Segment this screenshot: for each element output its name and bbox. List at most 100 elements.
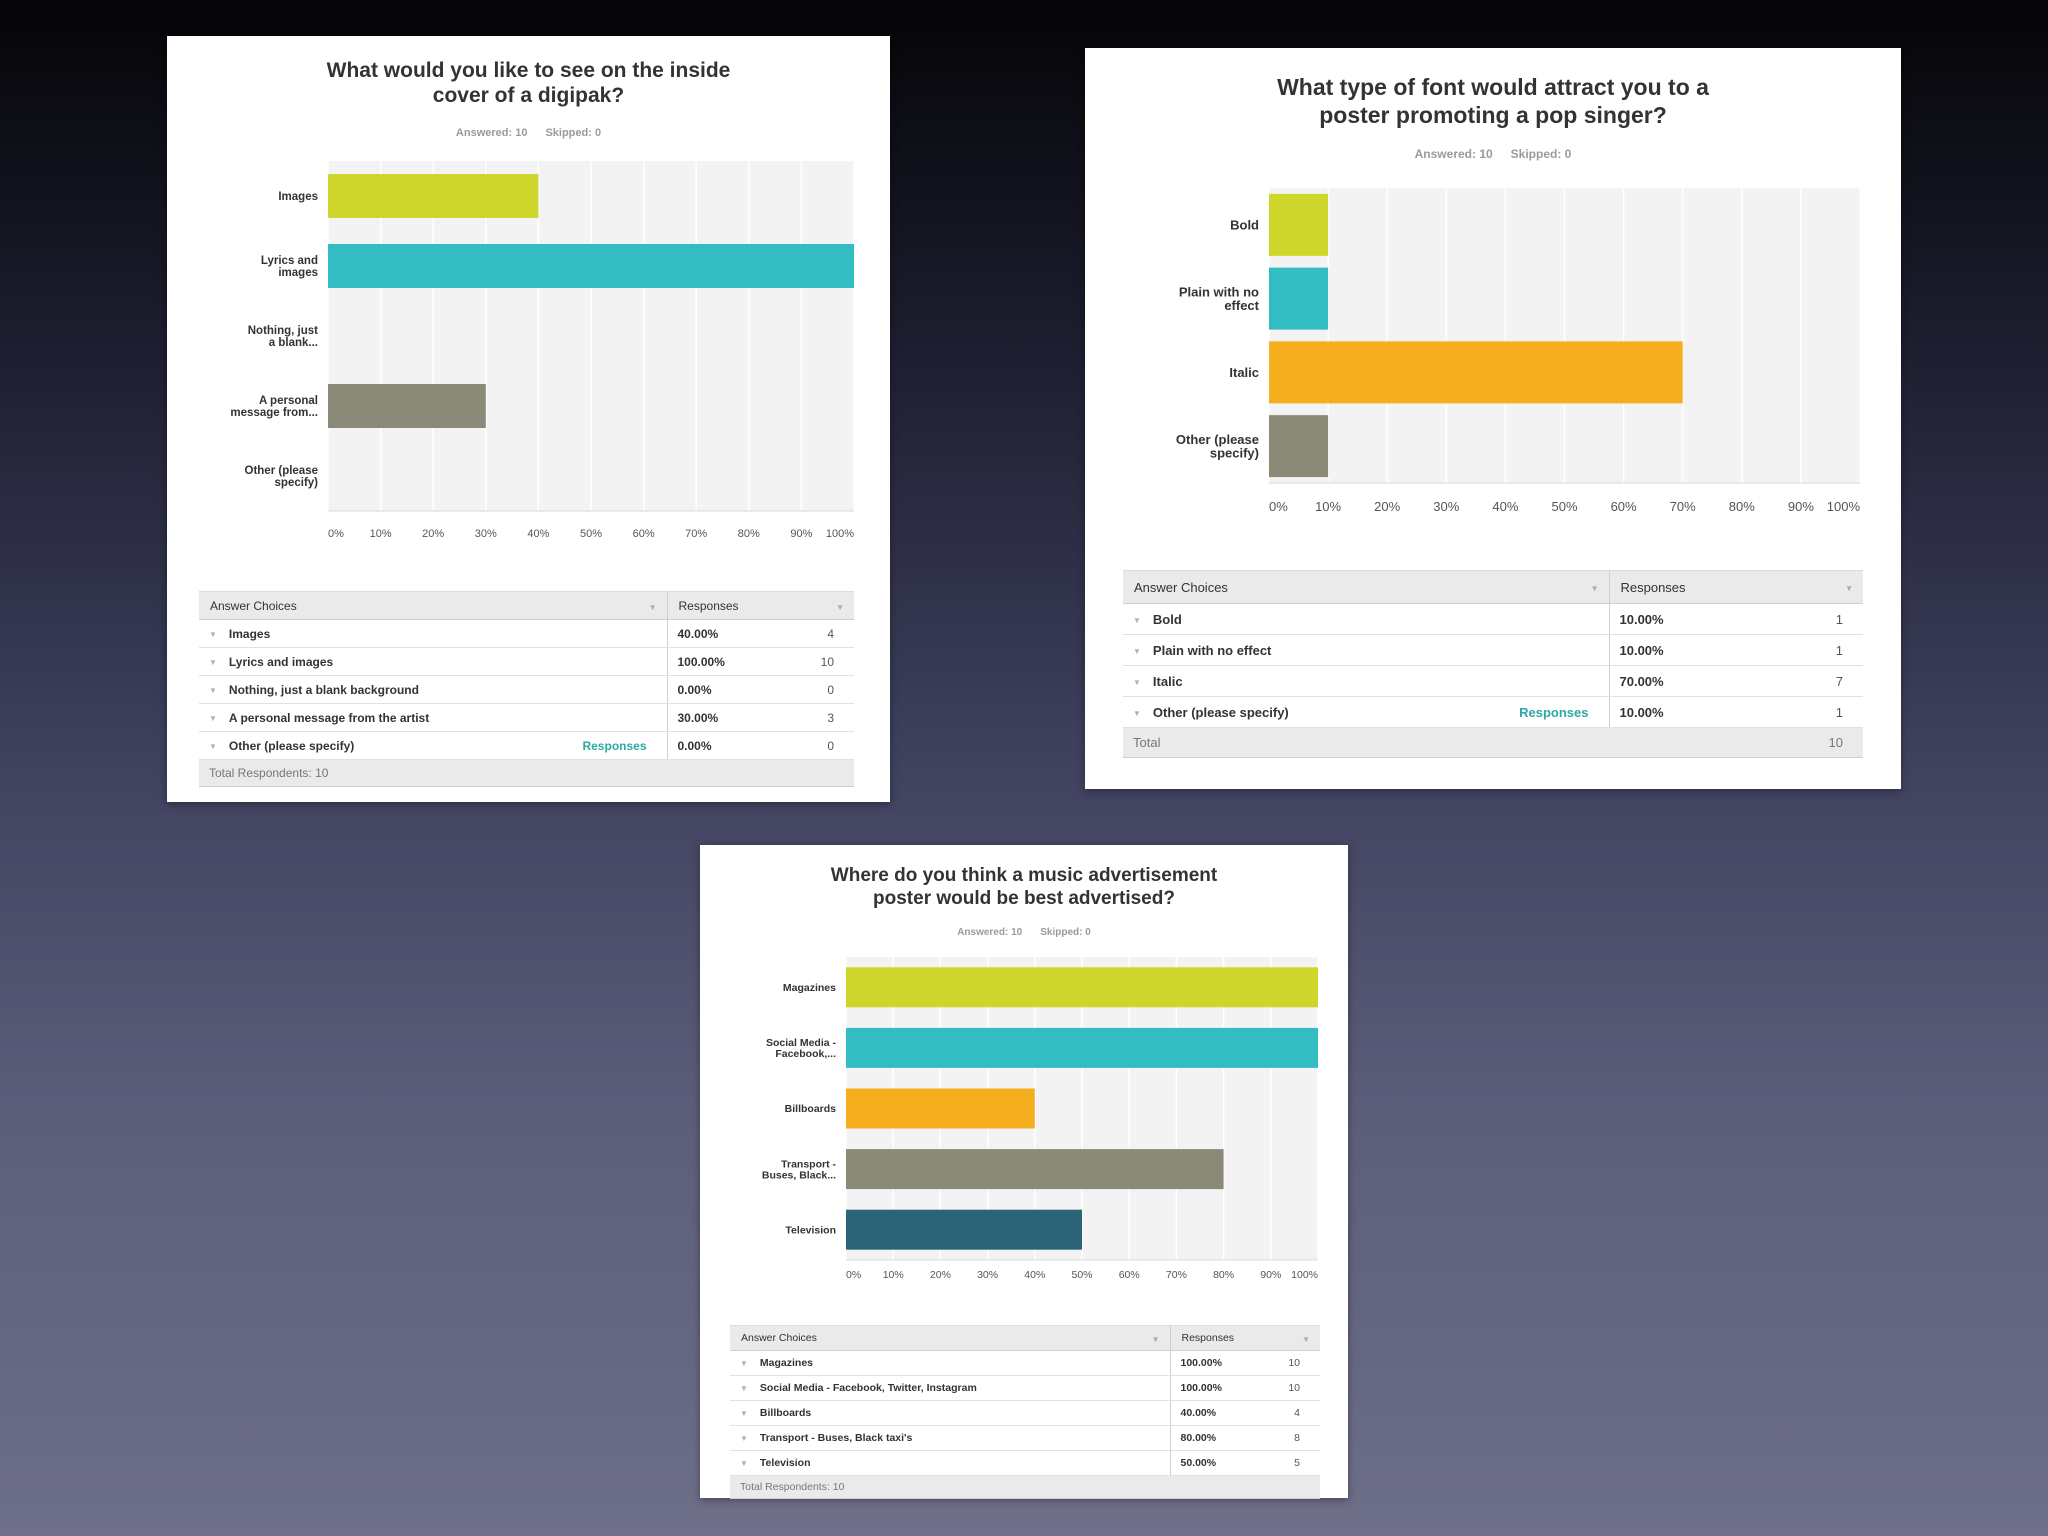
answer-choice-cell: ▼ Other (please specify) Responses	[199, 731, 667, 760]
x-tick-label: 30%	[1433, 499, 1459, 514]
sort-caret-icon[interactable]: ▼	[1590, 584, 1599, 593]
table-row: ▼ Billboards 40.00% 4	[730, 1400, 1320, 1426]
answer-choice-label: Images	[228, 626, 271, 641]
sort-caret-icon[interactable]: ▼	[1845, 584, 1854, 593]
y-category-label: Transport -	[781, 1158, 836, 1170]
responses-link[interactable]: Responses	[582, 738, 647, 753]
caret-down-icon[interactable]: ▼	[209, 741, 217, 751]
skipped-count: Skipped: 0	[1510, 147, 1572, 161]
response-percent: 10.00%	[1608, 603, 1736, 635]
caret-down-icon[interactable]: ▼	[740, 1408, 748, 1418]
header-answer-choices-label: Answer Choices	[741, 1332, 817, 1344]
question-title-line2: poster promoting a pop singer?	[1319, 101, 1667, 128]
sort-caret-icon[interactable]: ▼	[836, 602, 845, 612]
x-tick-label: 100%	[826, 528, 854, 540]
total-row: Total Respondents: 10	[730, 1475, 1320, 1499]
y-category-label: Plain with no	[1179, 284, 1259, 299]
skipped-count: Skipped: 0	[1040, 927, 1091, 938]
bar	[1269, 415, 1329, 478]
y-category-label: Images	[278, 191, 318, 203]
response-percent: 40.00%	[666, 619, 767, 648]
responses-link[interactable]: Responses	[1519, 704, 1589, 720]
answer-choice-label: Social Media - Facebook, Twitter, Instag…	[759, 1382, 977, 1394]
question-meta: Answered: 10 Skipped: 0	[167, 127, 890, 139]
header-answer-choices[interactable]: Answer Choices ▼	[1123, 570, 1609, 604]
table-row: ▼ Social Media - Facebook, Twitter, Insta…	[730, 1375, 1320, 1401]
answer-choice-label: Television	[759, 1457, 811, 1469]
x-tick-label: 50%	[1551, 499, 1577, 514]
x-tick-label: 0%	[1269, 499, 1288, 514]
answer-choice-cell: ▼ Magazines	[730, 1350, 1170, 1376]
table-row: ▼ Italic 70.00% 7	[1123, 665, 1864, 697]
caret-down-icon[interactable]: ▼	[209, 657, 217, 667]
y-category-label: specify)	[1210, 446, 1259, 461]
total-count: 10	[1736, 727, 1864, 758]
response-percent: 100.00%	[666, 647, 767, 676]
table-row: ▼ Other (please specify) Responses 0.00% 0	[199, 731, 855, 760]
table-row: ▼ Lyrics and images 100.00% 10	[199, 647, 855, 676]
survey-panel-digipak: What would you like to see on the inside…	[167, 36, 890, 802]
y-category-label: A personal	[259, 395, 318, 407]
x-tick-label: 70%	[1670, 499, 1696, 514]
total-row: Total 10	[1123, 727, 1864, 758]
response-count: 4	[767, 619, 855, 648]
bar	[328, 384, 486, 428]
total-label: Total Respondents: 10	[730, 1475, 1245, 1499]
caret-down-icon[interactable]: ▼	[740, 1458, 748, 1468]
caret-down-icon[interactable]: ▼	[1133, 615, 1141, 625]
answer-choice-label: A personal message from the artist	[228, 710, 430, 725]
response-count: 0	[767, 675, 855, 704]
response-count: 10	[767, 647, 855, 676]
bar	[846, 1149, 1224, 1190]
header-responses[interactable]: Responses ▼	[1608, 570, 1864, 604]
y-category-label: Buses, Black...	[762, 1169, 836, 1181]
header-answer-choices[interactable]: Answer Choices ▼	[199, 591, 667, 620]
sort-caret-icon[interactable]: ▼	[1302, 1335, 1310, 1344]
answer-table: Answer Choices ▼ Responses ▼ ▼ Images 40.00%…	[199, 591, 855, 787]
x-tick-label: 40%	[527, 528, 549, 540]
caret-down-icon[interactable]: ▼	[209, 685, 217, 695]
sort-caret-icon[interactable]: ▼	[1151, 1335, 1160, 1344]
response-percent: 100.00%	[1169, 1375, 1245, 1401]
response-percent: 30.00%	[666, 703, 767, 732]
total-label: Total Respondents: 10	[199, 759, 767, 787]
answer-table: Answer Choices ▼ Responses ▼ ▼ Bold 10.00% 1 ▼…	[1123, 570, 1864, 758]
y-category-label: Facebook,...	[775, 1048, 836, 1060]
bar	[846, 1209, 1082, 1250]
x-tick-label: 10%	[1315, 499, 1341, 514]
y-category-label: Italic	[1229, 365, 1259, 380]
total-row: Total Respondents: 10	[199, 759, 855, 787]
header-answer-choices-label: Answer Choices	[210, 598, 297, 613]
header-answer-choices[interactable]: Answer Choices ▼	[730, 1325, 1170, 1351]
response-percent: 50.00%	[1169, 1450, 1245, 1476]
y-category-label: specify)	[275, 477, 319, 489]
caret-down-icon[interactable]: ▼	[1133, 646, 1141, 656]
response-count: 3	[767, 703, 855, 732]
caret-down-icon[interactable]: ▼	[209, 713, 217, 723]
header-responses[interactable]: Responses ▼	[666, 591, 855, 620]
caret-down-icon[interactable]: ▼	[209, 629, 217, 639]
answer-choice-cell: ▼ Social Media - Facebook, Twitter, Insta…	[730, 1375, 1170, 1401]
bar	[1269, 341, 1683, 404]
y-category-label: message from...	[230, 407, 318, 419]
x-tick-label: 60%	[1119, 1269, 1140, 1281]
header-responses[interactable]: Responses ▼	[1169, 1325, 1320, 1351]
x-tick-label: 90%	[1260, 1269, 1281, 1281]
caret-down-icon[interactable]: ▼	[740, 1383, 748, 1393]
caret-down-icon[interactable]: ▼	[740, 1433, 748, 1443]
caret-down-icon[interactable]: ▼	[740, 1358, 748, 1368]
response-percent: 0.00%	[666, 675, 767, 704]
x-tick-label: 50%	[1071, 1269, 1092, 1281]
x-tick-label: 20%	[1374, 499, 1400, 514]
total-count	[767, 759, 855, 787]
sort-caret-icon[interactable]: ▼	[648, 602, 657, 612]
response-count: 8	[1245, 1425, 1320, 1451]
response-count: 10	[1245, 1375, 1320, 1401]
y-category-label: Magazines	[783, 982, 836, 994]
bar-chart-advertisement: 0% 10% 20% 30% 40% 50% 60% 70% 80% 90% 100% Magazin…	[762, 957, 1319, 1281]
caret-down-icon[interactable]: ▼	[1133, 677, 1141, 687]
response-count: 10	[1245, 1350, 1320, 1376]
response-percent: 100.00%	[1169, 1350, 1245, 1376]
caret-down-icon[interactable]: ▼	[1133, 708, 1141, 718]
y-category-label: Nothing, just	[248, 325, 318, 337]
